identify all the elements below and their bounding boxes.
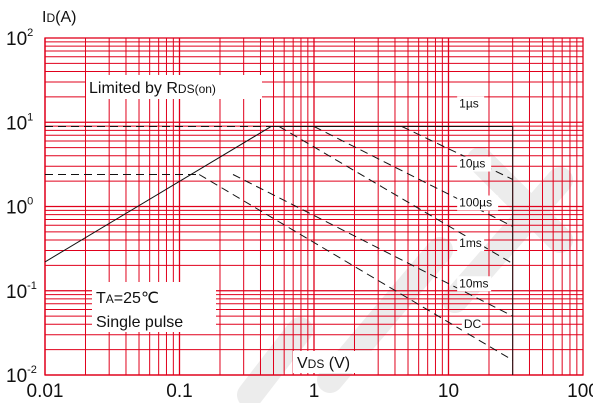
series-line-dc [198,174,513,361]
curve-label-layer: 1µs 10µs 100µs 1ms 10ms DC [457,96,499,333]
y-tick-label: 101 [6,111,33,134]
curve-label: DC [464,317,482,331]
conditions-annotation-box: TA=25℃ Single pulse [92,282,216,332]
curve-label-bg [457,96,485,112]
series-line-10-s [401,126,513,180]
pulse-annotation: Single pulse [96,314,183,331]
curve-label: 10ms [459,276,488,290]
curve-label: 10µs [459,157,485,171]
y-axis-label: ID(A) [42,9,76,26]
series-line-10ms [232,174,513,317]
curve-label-bg [457,156,492,172]
curve-label: 1µs [459,96,479,110]
y-tick-label: 10-2 [6,364,37,387]
x-tick-label: 0.1 [166,381,192,402]
limited-annotation: Limited by RDS(on) [89,80,216,97]
curve-label-bg [457,236,485,252]
temperature-annotation: TA=25℃ [96,290,159,307]
x-axis-label-box: VDS (V) [293,351,373,373]
x-axis-label: VDS (V) [297,355,350,372]
x-tick-label: 1 [309,381,320,402]
curve-label: 100µs [459,196,492,210]
curve-label-bg [461,317,482,333]
y-tick-label: 102 [6,27,33,50]
curve-label: 1ms [459,236,482,250]
limited-annotation-box: Limited by RDS(on) [86,75,262,99]
series-line-1-s [44,126,514,375]
y-tick-label: 100 [6,196,33,219]
curve-label-bg [457,276,492,292]
plot-frame [44,37,584,376]
curve-label-bg [457,195,499,211]
y-tick-label: 10-1 [6,280,37,303]
x-tick-label: 100 [567,381,593,402]
tick-layer: 0.01 0.1 1 10 100 10-2 10-1 100 101 102 [6,27,593,402]
x-tick-label: 0.01 [27,381,64,402]
x-tick-label: 10 [438,381,459,402]
